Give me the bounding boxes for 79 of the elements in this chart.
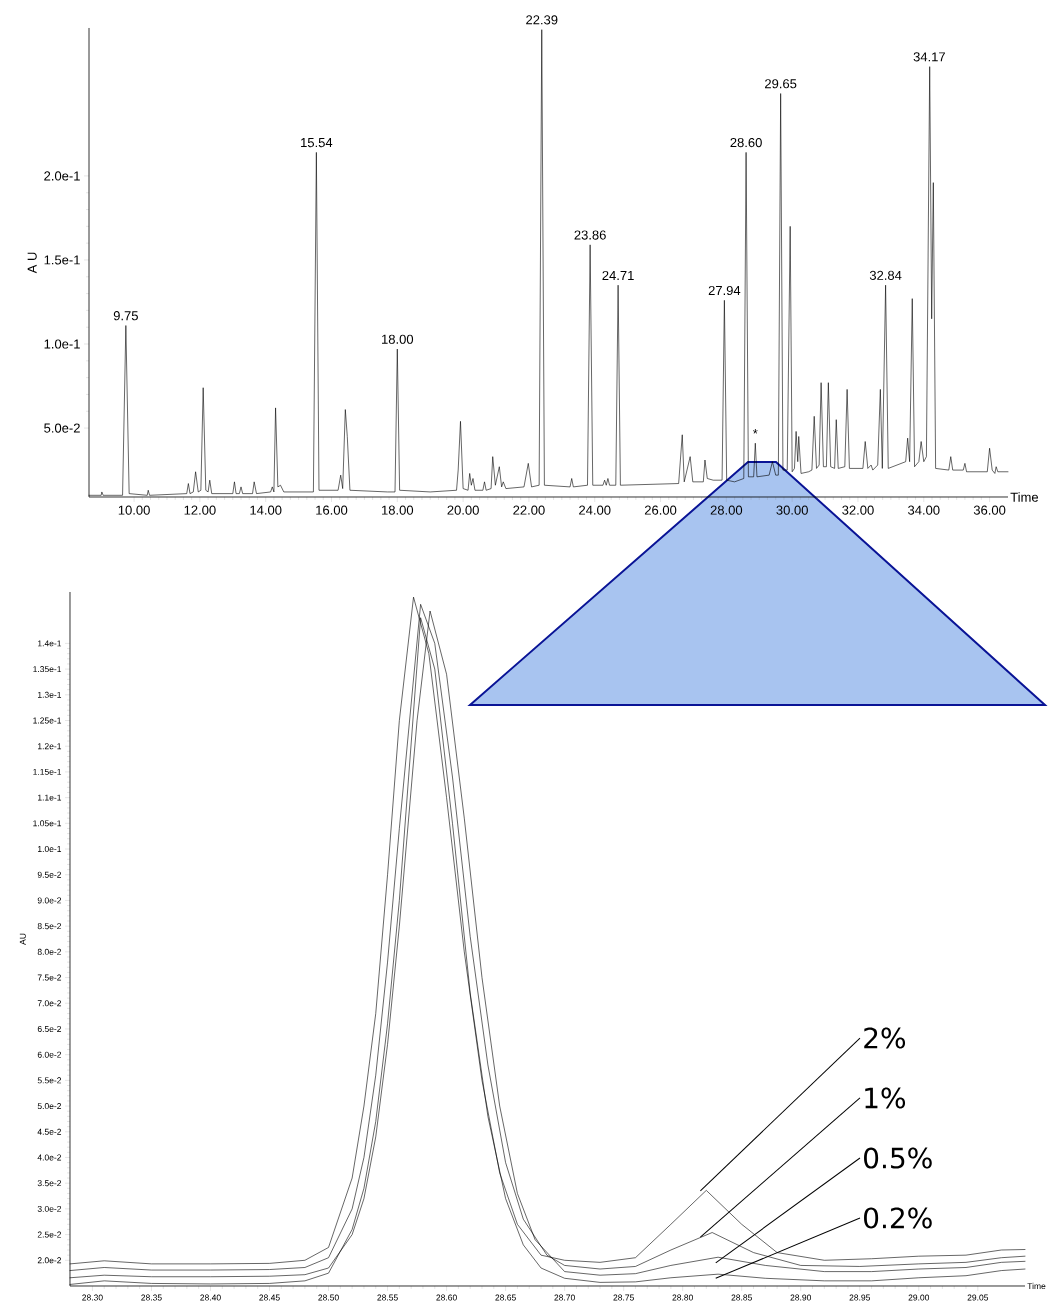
y-tick-label: 6.0e-2 — [37, 1051, 62, 1058]
y-tick-label: 9.5e-2 — [37, 871, 62, 878]
y-tick-label: 2.0e-2 — [37, 1257, 62, 1264]
annotation: 1% — [865, 1087, 906, 1109]
y-tick-label: 1.05e-1 — [33, 820, 62, 827]
annotation: 22.39 — [526, 15, 558, 25]
x-tick-label: 28.85 — [731, 1294, 753, 1301]
annotation: 23.86 — [574, 230, 606, 240]
x-tick-label: 12.00 — [184, 505, 216, 515]
x-tick-label: 34.00 — [908, 505, 940, 515]
x-tick-label: 30.00 — [776, 505, 809, 515]
x-tick-label: 28.95 — [849, 1294, 871, 1301]
y-tick-label: 8.0e-2 — [37, 948, 62, 955]
annotation: 29.65 — [765, 79, 797, 89]
y-tick-label: 1.0e-1 — [44, 339, 80, 349]
annotation: 24.71 — [602, 270, 634, 280]
x-tick-label: 10.00 — [118, 505, 150, 515]
y-tick-label: 4.5e-2 — [37, 1128, 62, 1135]
y-tick-label: 7.0e-2 — [37, 1000, 62, 1007]
y-tick-label: 1.35e-1 — [33, 666, 62, 673]
y-tick-label: 2.5e-2 — [37, 1231, 62, 1238]
x-tick-label: 16.00 — [316, 505, 348, 515]
annotation: 28.60 — [730, 137, 762, 148]
x-tick-label: 28.80 — [672, 1294, 694, 1301]
y-tick-label: 1.3e-1 — [38, 691, 62, 698]
y-tick-label: 3.0e-2 — [37, 1205, 62, 1212]
x-tick-label: 28.50 — [318, 1294, 339, 1301]
x-tick-label: 32.00 — [842, 505, 874, 515]
annotation: * — [753, 429, 758, 434]
y-axis-title: A U — [27, 252, 37, 274]
annotation: 15.54 — [301, 138, 333, 148]
x-axis-title: Time — [1010, 492, 1039, 502]
y-tick-label: 2.0e-1 — [44, 171, 80, 181]
x-tick-label: 28.30 — [82, 1294, 103, 1301]
y-tick-label: 6.5e-2 — [37, 1025, 62, 1032]
x-tick-label: 28.40 — [200, 1294, 221, 1301]
y-tick-label: 5.5e-2 — [37, 1077, 62, 1084]
x-tick-label: 14.00 — [250, 505, 282, 515]
y-tick-label: 1.15e-1 — [33, 768, 62, 775]
annotation: 27.94 — [708, 285, 741, 296]
y-tick-label: 1.25e-1 — [33, 717, 62, 724]
y-tick-label: 9.0e-2 — [37, 897, 62, 904]
x-tick-label: 26.00 — [645, 505, 677, 515]
annotation: 34.17 — [913, 52, 946, 62]
y-tick-label: 4.0e-2 — [37, 1154, 62, 1161]
x-tick-label: 28.00 — [710, 505, 743, 515]
x-tick-label: 28.35 — [141, 1294, 162, 1301]
x-tick-label: 28.55 — [377, 1294, 398, 1301]
y-tick-label: 7.5e-2 — [37, 974, 62, 981]
y-tick-label: 1.1e-1 — [38, 794, 62, 801]
annotation: 2% — [864, 1027, 906, 1049]
x-tick-label: 28.75 — [613, 1294, 635, 1301]
x-tick-label: 29.00 — [908, 1294, 930, 1301]
y-axis-title: AU — [19, 933, 26, 945]
x-axis-title: Time — [1027, 1282, 1046, 1290]
y-tick-label: 1.2e-1 — [38, 743, 62, 750]
x-tick-label: 28.65 — [495, 1294, 516, 1301]
y-tick-label: 5.0e-2 — [44, 423, 80, 433]
annotation: 0.5% — [864, 1147, 932, 1169]
y-tick-label: 1.5e-1 — [44, 255, 80, 265]
y-tick-label: 1.4e-1 — [38, 640, 62, 647]
y-tick-label: 8.5e-2 — [37, 923, 62, 930]
annotation: 32.84 — [869, 270, 902, 280]
x-tick-label: 29.05 — [967, 1294, 989, 1301]
x-tick-label: 28.90 — [790, 1294, 812, 1301]
x-tick-label: 36.00 — [973, 505, 1006, 515]
x-tick-label: 28.60 — [436, 1294, 457, 1301]
x-tick-label: 20.00 — [447, 505, 479, 515]
x-tick-label: 22.00 — [513, 505, 545, 515]
x-tick-label: 18.00 — [382, 505, 414, 515]
annotation: 9.75 — [113, 311, 139, 321]
x-tick-label: 28.45 — [259, 1294, 280, 1301]
y-tick-label: 5.0e-2 — [37, 1103, 62, 1110]
y-tick-label: 3.5e-2 — [37, 1180, 62, 1187]
annotation: 18.00 — [382, 334, 414, 344]
y-tick-label: 1.0e-1 — [38, 846, 62, 853]
x-tick-label: 28.70 — [554, 1294, 576, 1301]
x-tick-label: 24.00 — [579, 505, 611, 515]
annotation: 0.2% — [864, 1207, 932, 1229]
